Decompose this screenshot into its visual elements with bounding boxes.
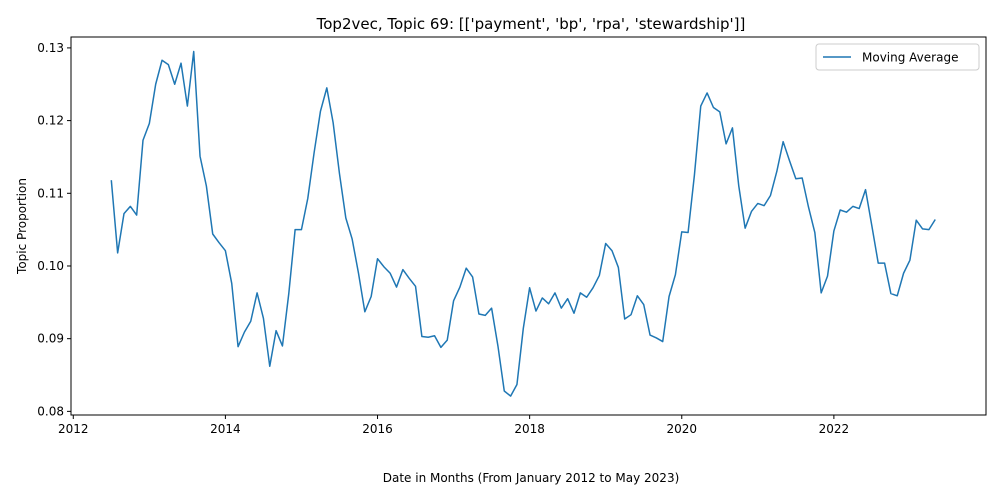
x-tick-label: 2012 xyxy=(58,422,89,436)
plot-frame xyxy=(70,36,987,416)
y-tick-label: 0.09 xyxy=(37,332,64,346)
x-tick-label: 2022 xyxy=(819,422,850,436)
x-tick-label: 2020 xyxy=(666,422,697,436)
x-tick-label: 2016 xyxy=(362,422,393,436)
legend-box xyxy=(815,43,980,71)
legend-label: Moving Average xyxy=(862,51,958,65)
plot-area xyxy=(70,36,987,416)
series-line-moving-average xyxy=(110,50,936,397)
y-axis-title: Topic Proportion xyxy=(15,178,29,275)
y-tick-label: 0.08 xyxy=(37,404,64,418)
chart-title: Top2vec, Topic 69: [['payment', 'bp', 'r… xyxy=(316,15,746,33)
x-axis: 2012 2014 2016 2018 2020 2022 xyxy=(58,415,849,436)
x-tick-label: 2018 xyxy=(514,422,545,436)
y-axis: 0.08 0.09 0.10 0.11 0.12 0.13 xyxy=(37,41,71,418)
y-tick-label: 0.11 xyxy=(37,186,64,200)
legend: Moving Average xyxy=(815,43,980,71)
x-tick-label: 2014 xyxy=(210,422,241,436)
y-tick-label: 0.13 xyxy=(37,41,64,55)
y-tick-label: 0.12 xyxy=(37,114,64,128)
y-tick-label: 0.10 xyxy=(37,259,64,273)
x-axis-title: Date in Months (From January 2012 to May… xyxy=(383,471,680,485)
